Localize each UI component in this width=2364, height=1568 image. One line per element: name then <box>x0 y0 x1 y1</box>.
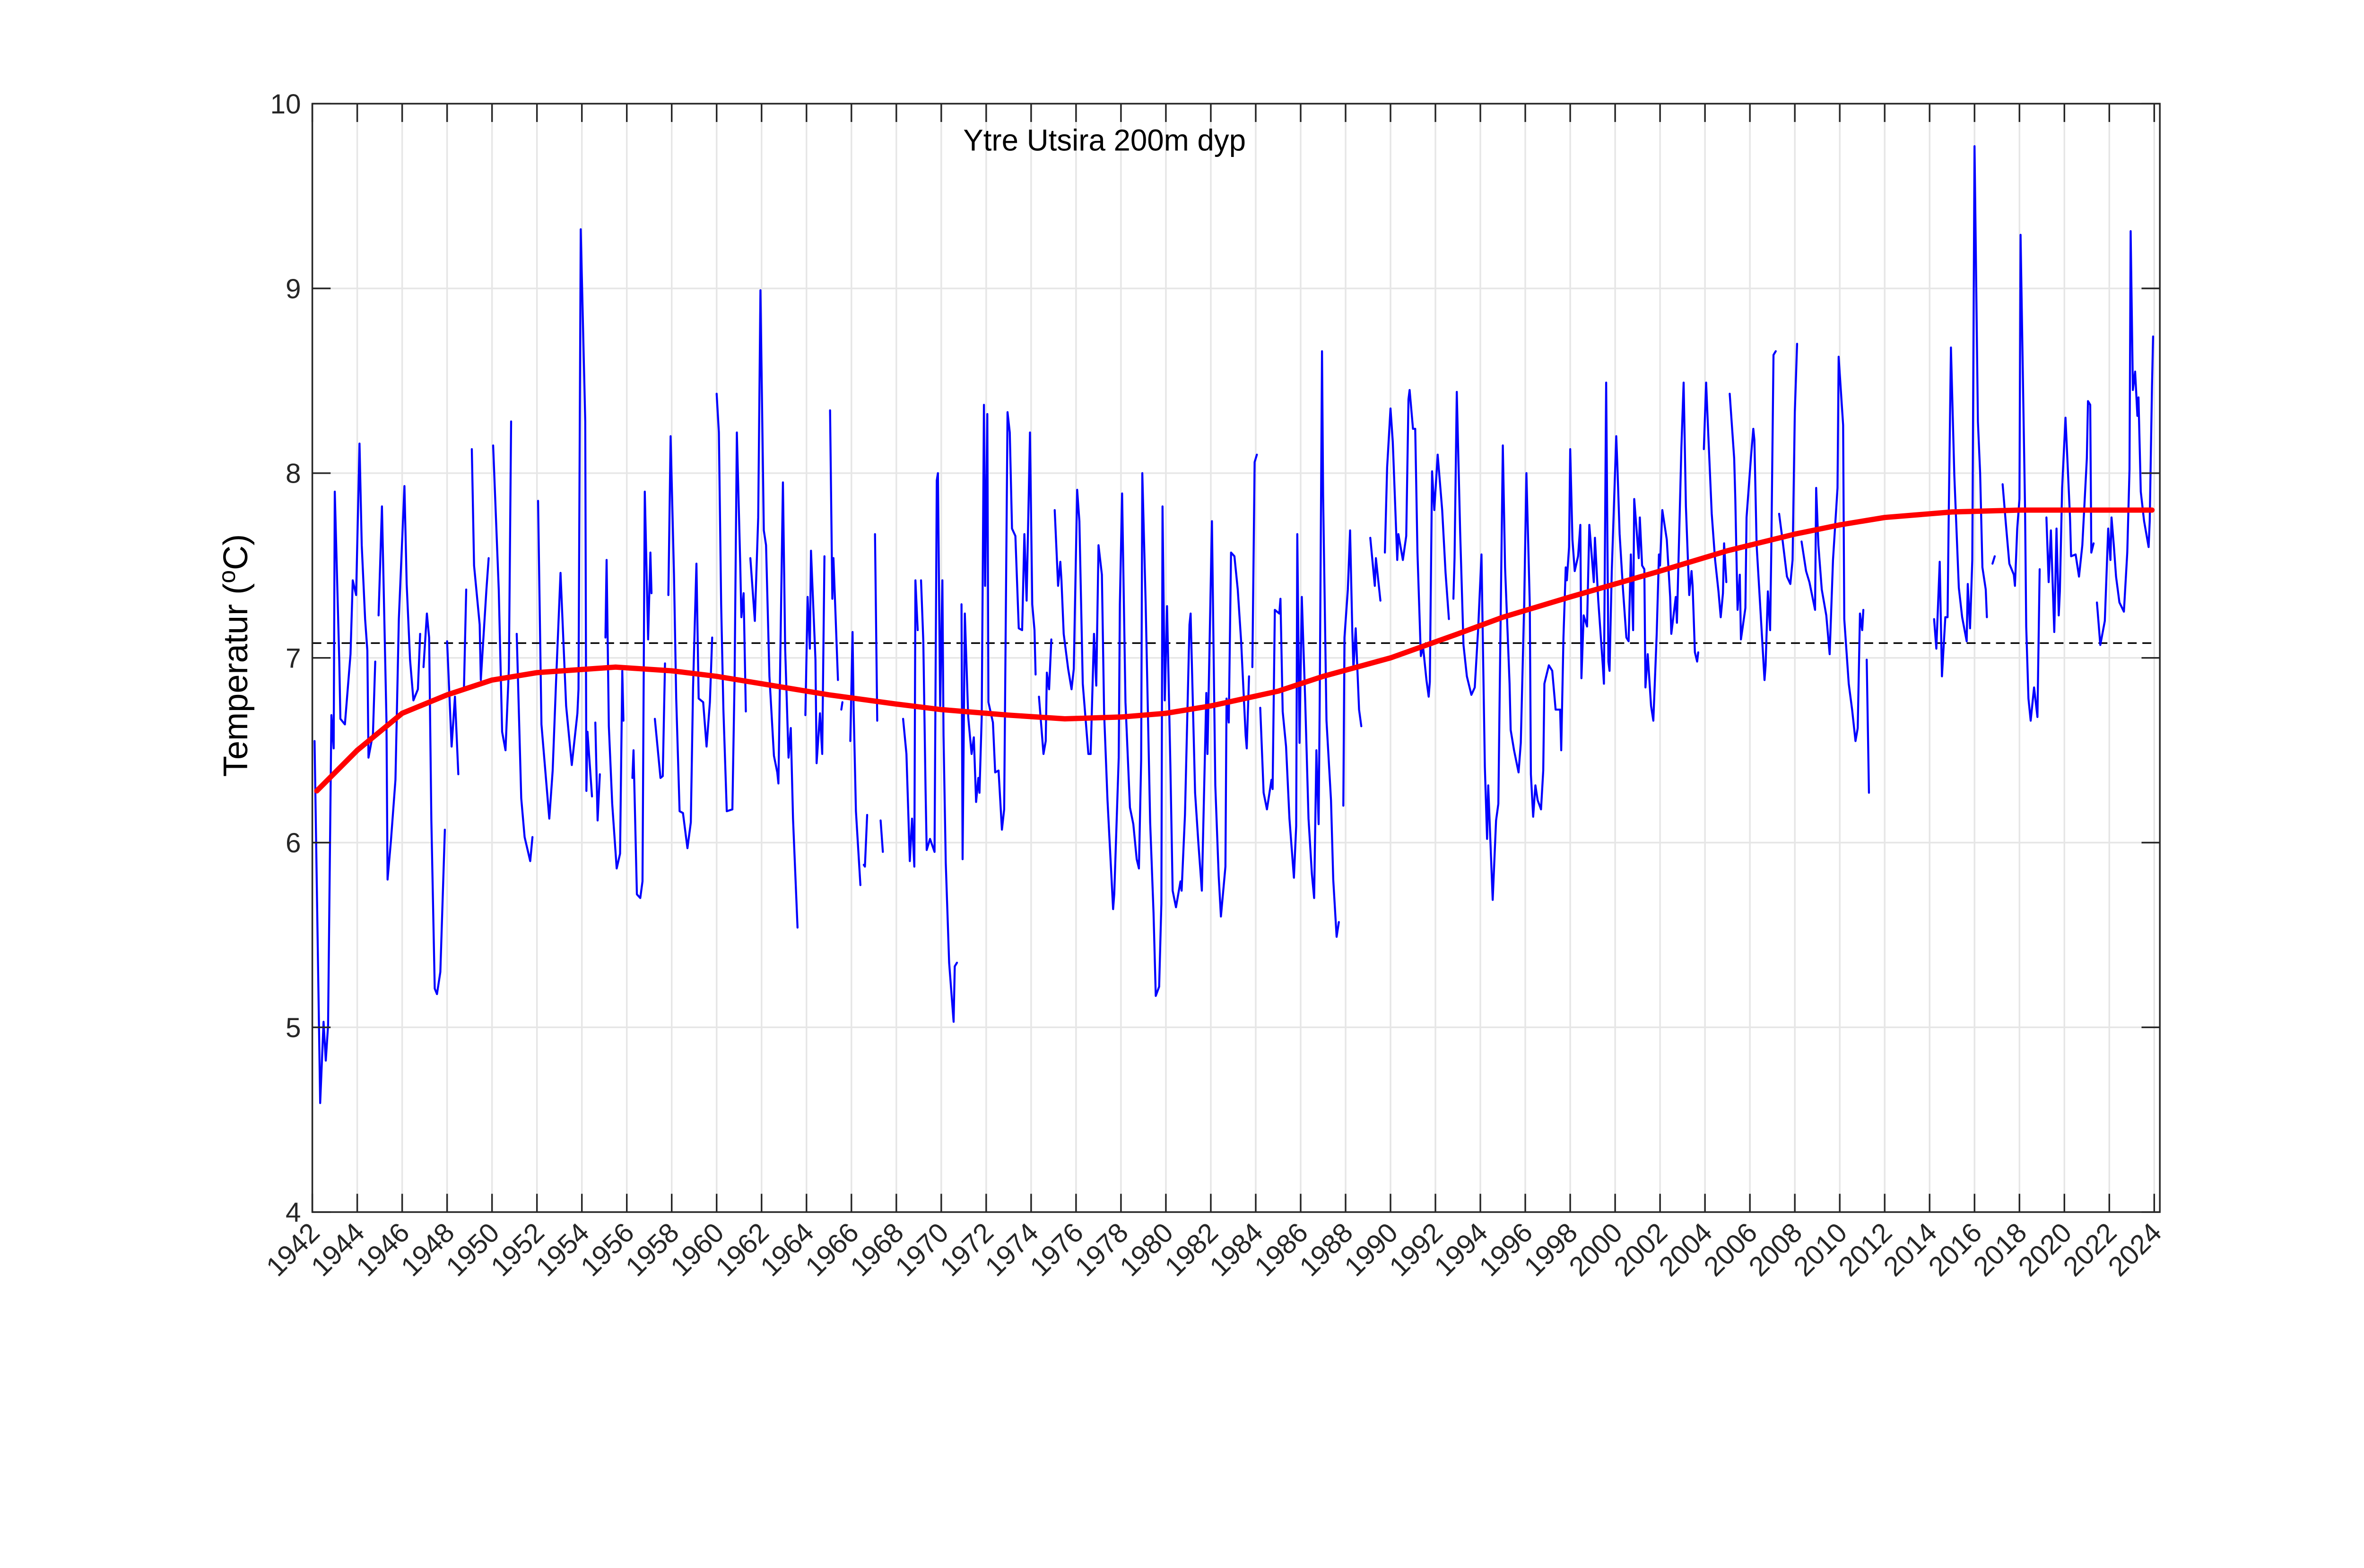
y-tick-label: 10 <box>270 89 301 120</box>
chart: 1942194419461948195019521954195619581960… <box>214 89 2167 1282</box>
axes <box>311 103 2161 1213</box>
temperature-series-segment-15 <box>749 289 799 929</box>
temperature-series-segment-23 <box>902 579 919 868</box>
temperature-series-segment-14 <box>715 392 747 813</box>
temperature-series-segment-20 <box>862 814 869 868</box>
temperature-series-segment-1 <box>377 485 421 881</box>
temperature-series-segment-10 <box>604 559 625 870</box>
trend-curve <box>314 507 2155 794</box>
temperature-series-segment-35 <box>1729 350 1777 681</box>
temperature-series-segment-24 <box>920 472 958 1023</box>
chart-title: Ytre Utsira 200m dyp <box>963 123 1246 157</box>
temperature-series-segment-33 <box>1452 381 1700 901</box>
temperature-series-segment-17 <box>829 409 839 681</box>
temperature-series-segment-16 <box>804 549 826 764</box>
temperature-series-segment-6 <box>492 420 513 752</box>
temperature-series-segment-13 <box>667 435 713 849</box>
temperature-series-segment-0 <box>313 442 376 1104</box>
temperature-series-segment-4 <box>463 588 468 691</box>
y-tick-label: 7 <box>286 643 301 674</box>
temperature-series-segment-37 <box>1800 355 1865 742</box>
temperature-series-segment-9 <box>594 721 601 822</box>
temperature-series-segment-26 <box>1038 638 1052 755</box>
x-tick-label: 2024 <box>2102 1217 2167 1282</box>
temperature-series-segment-30 <box>1342 529 1363 807</box>
temperature-series-segment-7 <box>515 632 534 862</box>
temperature-series-segment-41 <box>2001 234 2041 722</box>
temperature-series-segment-5 <box>470 448 490 681</box>
temperature-series-segment-32 <box>1383 389 1450 698</box>
temperature-series-segment-12 <box>653 662 666 779</box>
temperature-series-segment-40 <box>1991 555 1996 565</box>
temperature-series-segment-11 <box>631 490 653 899</box>
temperature-series-segment-38 <box>1866 658 1870 794</box>
y-tick-label: 8 <box>286 459 301 489</box>
temperature-series-segment-43 <box>2095 230 2155 646</box>
y-axis-label: Temperatur (oC) <box>214 534 255 777</box>
series-group <box>313 145 2155 1104</box>
temperature-series-segment-21 <box>874 533 878 722</box>
y-axis-label-unit: C) <box>217 534 255 570</box>
temperature-series-segment-29 <box>1259 350 1340 938</box>
temperature-series-segment-39 <box>1933 145 1988 677</box>
temperature-series-segment-18 <box>840 701 843 711</box>
temperature-series-segment-31 <box>1369 537 1382 602</box>
temperature-series-segment-2 <box>422 612 446 996</box>
temperature-series-segment-42 <box>2045 400 2095 633</box>
temperature-series-segment-27 <box>1053 472 1250 997</box>
temperature-series-segment-34 <box>1703 381 1728 618</box>
y-axis-label-main: Temperatur ( <box>217 583 255 777</box>
temperature-series-segment-19 <box>849 631 861 886</box>
y-tick-label: 4 <box>286 1197 301 1228</box>
y-tick-label: 5 <box>286 1013 301 1043</box>
y-tick-label: 6 <box>286 828 301 858</box>
temperature-series-segment-25 <box>960 404 1037 860</box>
temperature-series-segment-28 <box>1251 453 1258 668</box>
axes-box <box>311 103 2161 1213</box>
y-tick-label: 9 <box>286 274 301 304</box>
temperature-series-segment-22 <box>879 819 884 853</box>
grid <box>311 103 2160 1213</box>
y-axis-label-sup: o <box>214 570 240 583</box>
